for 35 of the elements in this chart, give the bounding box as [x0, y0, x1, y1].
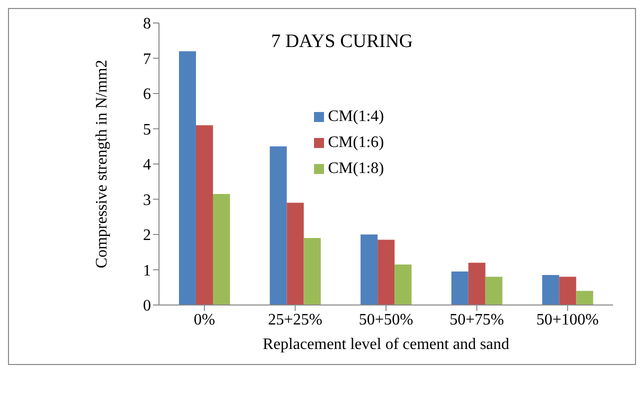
legend-label: CM(1:4): [328, 108, 384, 125]
y-axis-title: Compressive strength in N/mm2: [94, 60, 111, 268]
bar: [286, 202, 304, 305]
bar: [576, 290, 594, 305]
y-tick-label: 4: [143, 156, 151, 174]
y-tick-label: 2: [143, 227, 151, 244]
legend-label: CM(1:8): [328, 160, 384, 177]
bar: [178, 51, 196, 305]
y-tick-label: 8: [143, 16, 151, 33]
bar: [270, 146, 287, 305]
bar: [468, 262, 486, 305]
bar: [394, 264, 412, 305]
x-tick-label: 50+50%: [358, 311, 414, 328]
y-tick-label: 3: [143, 192, 151, 209]
x-tick-label: 50+75%: [450, 311, 504, 328]
y-tick-label: 1: [143, 262, 151, 280]
bar: [212, 194, 230, 305]
bar: [304, 238, 321, 305]
y-tick-label: 7: [143, 50, 151, 68]
x-tick-label: 0%: [194, 311, 216, 328]
y-tick-label: 0: [143, 298, 151, 315]
bar: [196, 125, 213, 305]
x-axis-title: Replacement level of cement and sand: [262, 336, 510, 353]
x-tick-label: 25+25%: [268, 311, 322, 328]
chart-title: 7 DAYS CURING: [271, 31, 413, 52]
bar: [451, 272, 468, 305]
y-tick-label: 6: [143, 86, 151, 104]
bar: [542, 275, 560, 305]
bar: [378, 240, 395, 305]
bar: [360, 234, 378, 305]
x-tick-label: 50+100%: [536, 311, 599, 328]
bar: [485, 276, 502, 305]
legend-label: CM(1:6): [328, 134, 384, 151]
bar: [559, 276, 576, 305]
y-tick-label: 5: [143, 121, 151, 138]
